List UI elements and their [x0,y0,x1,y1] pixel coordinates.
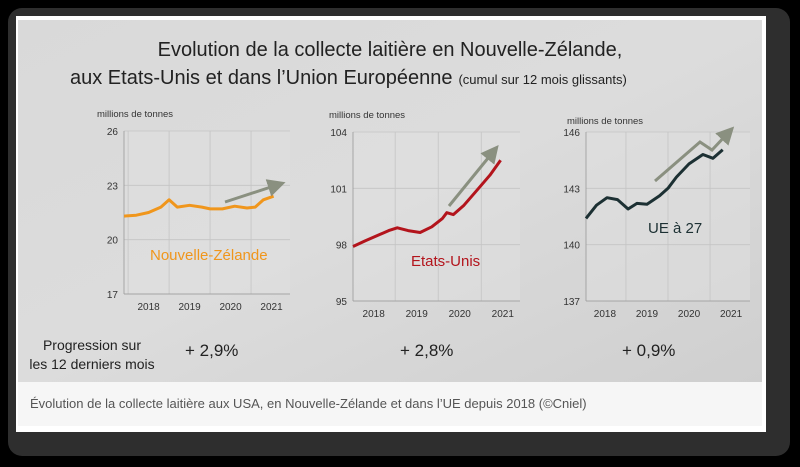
series-label: UE à 27 [648,220,702,237]
y-tick-label: 17 [107,290,119,301]
slide-title-line2: aux Etats-Unis et dans l’Union Européenn… [70,67,627,89]
x-tick-label: 2021 [720,309,743,320]
slide-title-line2-main: aux Etats-Unis et dans l’Union Européenn… [70,67,452,89]
y-tick-label: 23 [107,181,119,192]
slide-title-line1: Evolution de la collecte laitière en Nou… [158,39,623,61]
x-tick-label: 2020 [678,309,701,320]
progression-label-line1: Progression sur [43,337,141,353]
trend-arrow-icon [447,145,499,207]
y-tick-label: 98 [336,241,348,252]
y-tick-label: 26 [107,127,119,138]
slide-title-note: (cumul sur 12 mois glissants) [458,72,626,87]
figure-caption: Évolution de la collecte laitière aux US… [18,382,762,426]
x-tick-label: 2020 [219,302,242,313]
y-tick-label: 95 [336,297,348,308]
plot-area-1 [353,132,520,301]
series-label: Nouvelle-Zélande [150,247,268,264]
charts: 17 20 23 26 2018 2019 2020 2021 millions de tonn… [97,109,750,360]
y-tick-label: 143 [563,184,580,195]
y-tick-label: 104 [330,128,347,139]
y-tick-label: 146 [563,128,580,139]
x-tick-label: 2019 [178,302,201,313]
trend-arrow-icon [224,179,286,204]
y-axis-label: millions de tonnes [329,110,405,121]
progression-label-line2: les 12 derniers mois [29,356,154,372]
x-tick-label: 2018 [594,309,617,320]
x-tick-label: 2018 [363,309,386,320]
y-axis-label: millions de tonnes [567,116,643,127]
x-tick-label: 2019 [636,309,659,320]
y-tick-label: 137 [563,297,580,308]
x-tick-label: 2019 [406,309,429,320]
series-label: Etats-Unis [411,253,480,270]
y-axis-label: millions de tonnes [97,109,173,120]
x-tick-label: 2021 [260,302,283,313]
progression-value: + 2,8% [400,341,453,360]
series-line-2 [584,148,724,220]
y-tick-label: 20 [107,236,119,247]
progression-value: + 0,9% [622,341,675,360]
trend-arrow-icon [654,126,735,183]
x-tick-label: 2018 [137,302,160,313]
y-tick-label: 101 [330,184,347,195]
slide: Evolution de la collecte laitière en Nou… [18,20,762,382]
series-line-0 [123,194,275,218]
x-tick-label: 2020 [449,309,472,320]
progression-value: + 2,9% [185,341,238,360]
y-tick-label: 140 [563,241,580,252]
series-line-1 [352,159,502,248]
x-tick-label: 2021 [492,309,515,320]
